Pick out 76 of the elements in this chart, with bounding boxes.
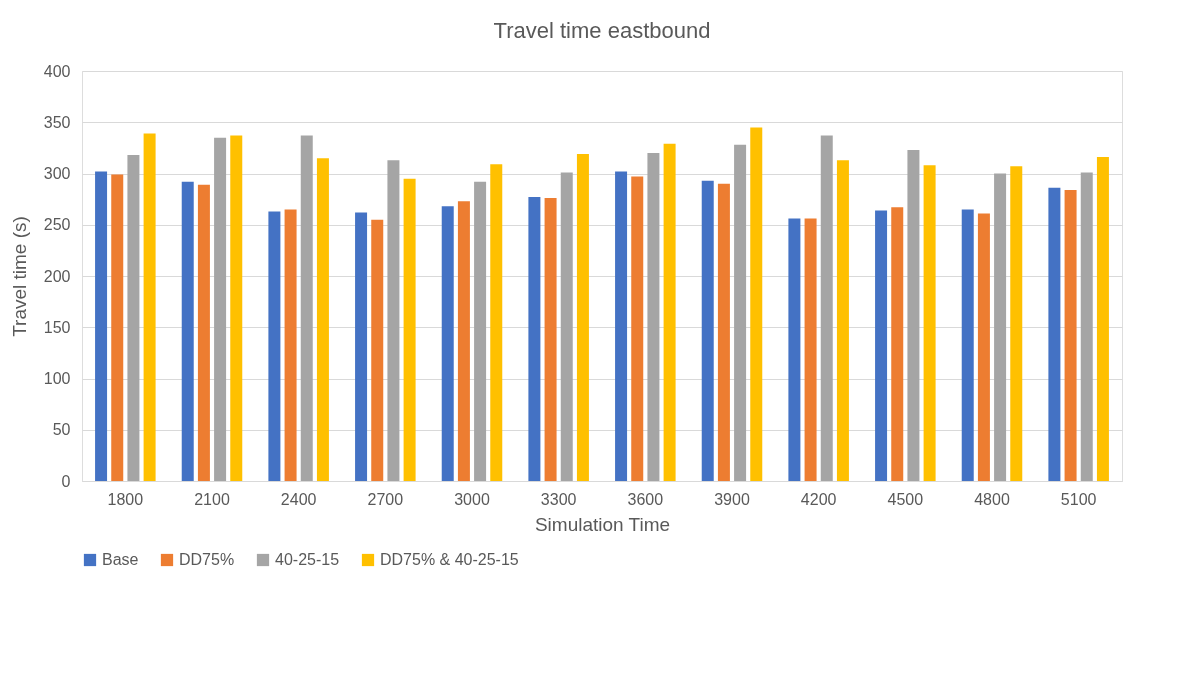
x-tick-label: 5100	[1060, 490, 1097, 508]
y-tick-label: 200	[43, 267, 71, 285]
x-tick-label: 4800	[974, 490, 1010, 508]
bar	[923, 165, 936, 481]
y-tick-label: 300	[43, 165, 71, 182]
y-axis-title: Travel time (s)	[8, 216, 30, 337]
bar	[284, 209, 297, 481]
x-tick-label: 2700	[367, 490, 404, 508]
bar	[127, 155, 140, 481]
bar	[891, 207, 904, 481]
bar	[544, 198, 557, 481]
x-tick-label: 3000	[454, 490, 490, 508]
y-tick-label: 0	[61, 472, 71, 490]
bar	[441, 206, 454, 481]
bar	[197, 184, 210, 481]
bar	[95, 171, 108, 481]
bar	[230, 135, 243, 481]
bar	[994, 173, 1007, 481]
legend-label: 40-25-15	[275, 551, 340, 568]
bar	[836, 160, 849, 481]
bar	[528, 197, 541, 481]
bar	[647, 153, 660, 481]
bar	[663, 143, 676, 481]
x-tick-label: 4500	[887, 490, 924, 508]
bar	[457, 201, 470, 481]
chart-title: Travel time eastbound	[493, 18, 711, 43]
bar	[804, 218, 817, 481]
bar	[387, 160, 400, 481]
bar	[615, 171, 628, 481]
y-tick-label: 150	[43, 318, 71, 336]
x-axis-title: Simulation Time	[534, 513, 671, 535]
x-tick-label: 1800	[107, 490, 144, 508]
bar	[474, 181, 487, 481]
bar	[907, 149, 920, 481]
bar	[750, 127, 763, 481]
bar	[875, 210, 888, 481]
y-tick-label: 400	[43, 62, 71, 80]
bar	[1010, 166, 1023, 481]
bar	[961, 209, 974, 481]
bar	[631, 176, 644, 481]
bar	[300, 135, 313, 481]
y-tick-label: 50	[52, 421, 71, 439]
bar	[717, 183, 730, 481]
bar	[977, 213, 990, 481]
x-tick-label: 2400	[280, 490, 317, 508]
x-tick-label: 3900	[714, 490, 750, 508]
bar	[1080, 172, 1093, 481]
bar	[820, 135, 833, 481]
x-tick-label: 3300	[540, 490, 577, 508]
bar	[576, 154, 589, 481]
bar	[355, 212, 368, 481]
legend-label: Base	[102, 551, 139, 568]
bar	[734, 144, 747, 481]
bar	[403, 178, 416, 481]
x-tick-label: 2100	[194, 490, 230, 508]
bar	[1048, 187, 1061, 481]
bar	[371, 219, 384, 481]
x-tick-label: 4200	[800, 490, 837, 508]
bar	[316, 158, 329, 481]
y-tick-label: 100	[43, 370, 71, 387]
bar	[181, 181, 194, 481]
bar	[214, 137, 227, 481]
y-tick-label: 350	[43, 113, 71, 131]
legend-label: DD75% & 40-25-15	[380, 551, 519, 568]
legend-label: DD75%	[179, 551, 235, 568]
y-tick-label: 250	[43, 216, 71, 234]
bar	[701, 180, 714, 481]
bar	[268, 211, 281, 481]
bar	[1064, 189, 1077, 481]
bar	[490, 164, 503, 481]
bar	[111, 174, 124, 481]
bar	[1096, 157, 1109, 481]
bar	[788, 218, 801, 481]
x-tick-label: 3600	[627, 490, 664, 508]
bar	[143, 133, 156, 481]
bar	[560, 172, 573, 481]
